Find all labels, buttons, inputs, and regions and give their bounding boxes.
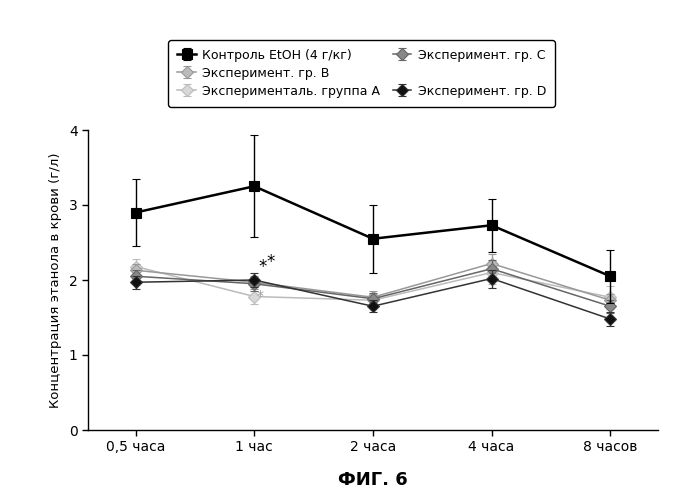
Text: *: *: [257, 289, 264, 303]
Y-axis label: Концентрация этанола в крови (г/л): Концентрация этанола в крови (г/л): [49, 152, 62, 408]
Legend: Контроль EtOH (4 г/кг), Эксперимент. гр. B, Эксперименталь. группа А, Эксперимен: Контроль EtOH (4 г/кг), Эксперимент. гр.…: [168, 40, 555, 107]
Text: *: *: [266, 253, 275, 271]
X-axis label: ФИГ. 6: ФИГ. 6: [338, 471, 407, 489]
Text: *: *: [258, 258, 266, 276]
